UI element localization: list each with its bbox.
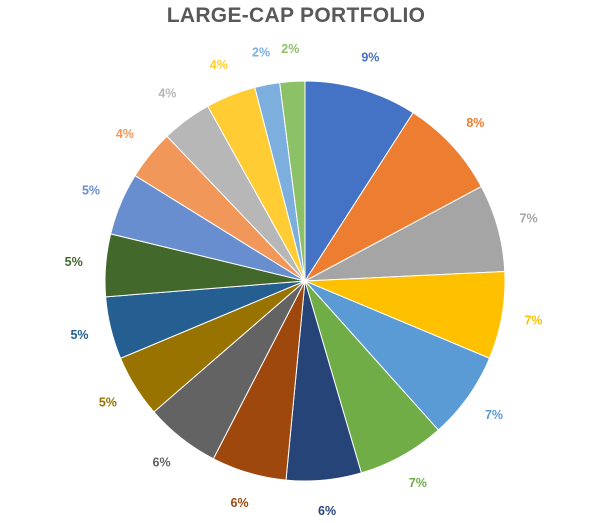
pie-slice-1: [304, 80, 414, 283]
slice-label-15: 4%: [158, 86, 176, 100]
pie-slice-2: [303, 112, 482, 283]
pie-slices: [104, 80, 506, 482]
slice-label-14: 4%: [116, 127, 134, 141]
slice-label-9: 6%: [153, 456, 171, 470]
slice-label-7: 6%: [318, 504, 336, 518]
slice-label-11: 5%: [70, 328, 88, 342]
slice-label-8: 6%: [231, 496, 249, 510]
slice-label-4: 7%: [524, 314, 542, 328]
slice-label-6: 7%: [409, 476, 427, 490]
slice-label-17: 2%: [252, 45, 270, 59]
slice-label-10: 5%: [99, 396, 117, 410]
pie-data-labels: 9% 8% 7% 7% 7% 7% 6% 6% 6% 5% 5% 5% 5% 4% 4% 4% 2% 2%: [65, 42, 543, 518]
slice-label-2: 8%: [466, 116, 484, 130]
pie-slice-18: [279, 80, 306, 282]
slice-label-1: 9%: [361, 51, 379, 65]
slice-label-3: 7%: [520, 211, 538, 225]
chart-title: LARGE-CAP PORTFOLIO: [166, 4, 426, 27]
slice-label-18: 2%: [281, 42, 299, 56]
slice-label-5: 7%: [485, 408, 503, 422]
slice-label-13: 5%: [82, 184, 100, 198]
slice-label-12: 5%: [65, 255, 83, 269]
slice-label-16: 4%: [210, 58, 228, 72]
